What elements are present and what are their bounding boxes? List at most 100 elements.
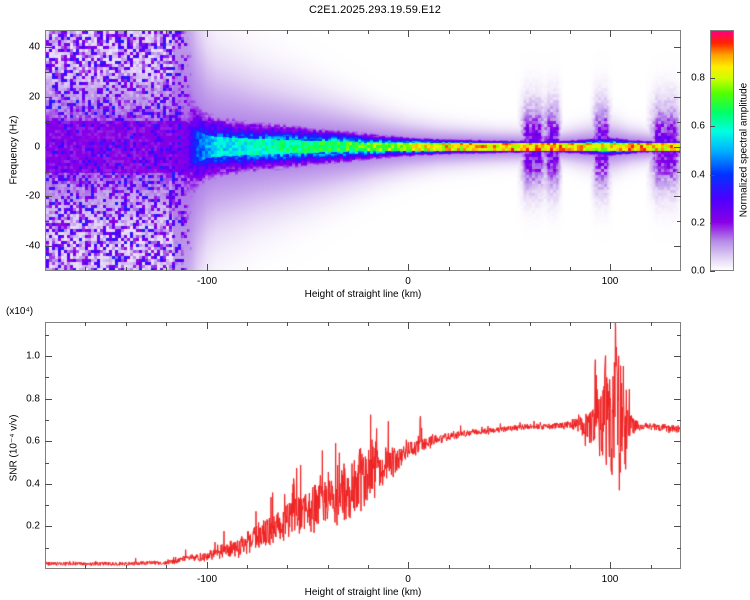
axis-tick: [247, 30, 248, 34]
axis-tick: [489, 267, 490, 271]
snr-y-axis-label: SNR (10⁻⁴ v/v): [8, 414, 20, 482]
colorbar-tick: [710, 271, 715, 272]
axis-tick: [328, 267, 329, 271]
axis-tick: [651, 30, 652, 34]
axis-tick: [45, 172, 49, 173]
axis-tick: [674, 399, 681, 400]
axis-tick: [287, 322, 288, 326]
axis-tick: [677, 172, 681, 173]
axis-tick: [408, 30, 409, 37]
axis-tick: [207, 264, 208, 271]
axis-tick: [45, 441, 52, 442]
axis-tick: [677, 548, 681, 549]
axis-tick: [328, 322, 329, 326]
axis-tick: [449, 565, 450, 569]
axis-tick: [126, 267, 127, 271]
axis-tick: [45, 335, 49, 336]
axis-tick: [530, 565, 531, 569]
axis-tick: [408, 264, 409, 271]
colorbar-label: Normalized spectral amplitude: [738, 82, 750, 218]
axis-tick: [126, 322, 127, 326]
axis-tick-label: 1.0: [26, 350, 40, 362]
colorbar-tick-label: 0.0: [691, 265, 705, 277]
axis-tick-label: 0: [405, 276, 411, 287]
axis-tick: [674, 484, 681, 485]
axis-tick: [651, 322, 652, 326]
axis-tick: [674, 356, 681, 357]
axis-tick-label: -100: [196, 574, 218, 585]
colorbar-tick-label: 0.4: [691, 169, 705, 181]
axis-tick: [570, 565, 571, 569]
axis-tick: [651, 565, 652, 569]
axis-tick-label: 0.2: [26, 520, 40, 532]
axis-tick: [674, 147, 681, 148]
spectrogram-x-axis-label: Height of straight line (km): [304, 289, 422, 300]
spectrogram-y-axis-label: Frequency (Hz): [8, 115, 20, 185]
axis-tick: [408, 322, 409, 329]
axis-tick: [45, 463, 49, 464]
axis-tick: [207, 322, 208, 329]
axis-tick-label: 100: [601, 276, 619, 287]
axis-tick: [45, 548, 49, 549]
axis-tick: [489, 565, 490, 569]
axis-tick: [287, 565, 288, 569]
axis-tick: [674, 441, 681, 442]
axis-tick: [449, 267, 450, 271]
axis-tick: [247, 565, 248, 569]
axis-tick: [287, 267, 288, 271]
axis-tick: [530, 30, 531, 34]
axis-tick: [368, 565, 369, 569]
axis-tick-label: 0.4: [26, 478, 40, 490]
axis-tick-label: 20: [28, 91, 40, 103]
axis-tick: [570, 267, 571, 271]
axis-tick: [207, 562, 208, 569]
axis-tick-label: 0: [405, 574, 411, 585]
colorbar-frame: [710, 30, 734, 271]
axis-tick: [677, 335, 681, 336]
axis-tick: [530, 267, 531, 271]
axis-tick: [610, 264, 611, 271]
axis-tick: [166, 267, 167, 271]
axis-tick: [166, 30, 167, 34]
axis-tick: [489, 322, 490, 326]
figure-title: C2E1.2025.293.19.59.E12: [309, 4, 441, 16]
axis-tick: [651, 267, 652, 271]
axis-tick: [677, 221, 681, 222]
axis-tick: [530, 322, 531, 326]
axis-tick: [166, 322, 167, 326]
axis-tick: [247, 267, 248, 271]
axis-tick: [328, 30, 329, 34]
axis-tick-label: 100: [601, 574, 619, 585]
colorbar-tick: [710, 223, 715, 224]
axis-tick: [45, 420, 49, 421]
axis-tick-label: -40: [25, 240, 40, 252]
axis-tick: [126, 30, 127, 34]
axis-tick: [677, 505, 681, 506]
axis-tick: [368, 30, 369, 34]
axis-tick: [45, 377, 49, 378]
axis-tick: [674, 526, 681, 527]
colorbar-gradient: [711, 31, 733, 270]
axis-tick: [126, 565, 127, 569]
axis-tick: [677, 122, 681, 123]
axis-tick: [449, 322, 450, 326]
axis-tick-label: -20: [25, 190, 40, 202]
axis-tick: [328, 565, 329, 569]
axis-tick: [85, 30, 86, 34]
axis-tick: [674, 97, 681, 98]
axis-tick: [674, 196, 681, 197]
axis-tick: [489, 30, 490, 34]
colorbar-tick: [710, 126, 715, 127]
axis-tick: [610, 562, 611, 569]
axis-tick: [570, 30, 571, 34]
axis-tick-label: 0.6: [26, 435, 40, 447]
axis-tick: [610, 30, 611, 37]
axis-tick-label: -100: [196, 276, 218, 287]
snr-x-axis-label: Height of straight line (km): [304, 587, 422, 598]
axis-tick: [368, 322, 369, 326]
axis-tick: [674, 246, 681, 247]
axis-tick: [45, 399, 52, 400]
colorbar-tick-label: 0.8: [691, 72, 705, 84]
axis-tick: [449, 30, 450, 34]
